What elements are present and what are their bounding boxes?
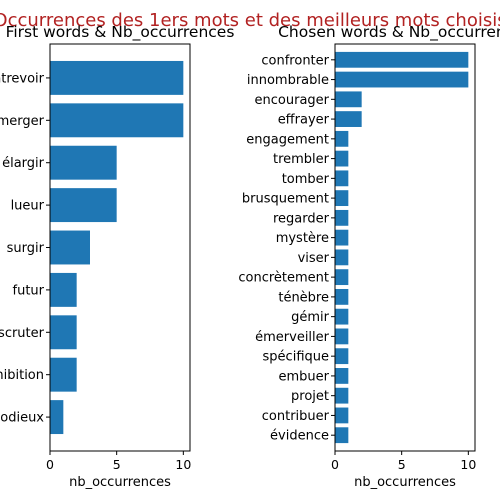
bar-5 <box>50 272 77 307</box>
bar-15 <box>335 348 349 365</box>
y-tick-label: spécifique <box>263 350 329 365</box>
y-tick-label: regarder <box>273 211 330 226</box>
bar-8 <box>50 400 64 435</box>
bar-2 <box>335 91 362 108</box>
y-tick-label: mystère <box>276 231 329 246</box>
y-tick-label: entrevoir <box>0 71 45 86</box>
bar-3 <box>50 188 117 223</box>
bar-10 <box>335 249 349 266</box>
y-tick-label: effrayer <box>278 113 330 128</box>
y-tick-label: projet <box>291 389 329 404</box>
bar-1 <box>50 103 184 138</box>
bar-2 <box>50 145 117 180</box>
y-tick-label: innombrable <box>247 73 329 88</box>
bar-5 <box>335 150 349 167</box>
bar-16 <box>335 368 349 384</box>
bar-0 <box>335 51 469 68</box>
y-tick-label: ténèbre <box>278 290 329 305</box>
bar-6 <box>335 170 349 187</box>
y-tick-label: lueur <box>11 199 45 214</box>
y-tick-label: émerveiller <box>255 330 330 345</box>
chart-title: First words & Nb_occurrences <box>6 23 235 42</box>
bar-4 <box>335 130 349 147</box>
bar-13 <box>335 308 349 325</box>
bar-7 <box>50 357 77 392</box>
x-tick-label: 5 <box>113 457 121 472</box>
x-axis-label: nb_occurrences <box>354 475 456 490</box>
y-tick-label: gémir <box>291 310 330 325</box>
y-tick-label: élargir <box>2 156 45 171</box>
y-tick-label: engagement <box>246 132 329 147</box>
y-tick-label: odieux <box>0 411 44 426</box>
y-tick-label: inhibition <box>0 368 44 383</box>
chart-first-words: First words & Nb_occurrences entrevoir éme… <box>0 23 234 490</box>
x-tick-label: 10 <box>460 457 476 472</box>
y-tick-label: surgir <box>7 241 45 256</box>
bar-14 <box>335 328 349 345</box>
bar-9 <box>335 229 349 246</box>
y-tick-label: confronter <box>261 53 329 68</box>
y-tick-label: brusquement <box>242 192 329 207</box>
bar-0 <box>50 60 184 95</box>
y-tick-label: scruter <box>0 326 45 341</box>
bar-4 <box>50 230 90 265</box>
bar-11 <box>335 269 349 286</box>
chart-chosen-words: Chosen words & Nb_occurrences confronter i… <box>238 23 500 490</box>
chart-title: Chosen words & Nb_occurrences <box>278 23 500 42</box>
bar-8 <box>335 209 349 226</box>
y-tick-label: encourager <box>255 93 330 108</box>
x-tick-label: 0 <box>331 457 339 472</box>
bar-18 <box>335 407 349 424</box>
bar-12 <box>335 288 349 305</box>
y-tick-label: émerger <box>0 114 45 129</box>
bar-17 <box>335 387 349 404</box>
axes-frame <box>334 43 476 452</box>
figure-suptitle: Occurrences des 1ers mots et des meilleu… <box>0 10 500 31</box>
x-tick-label: 0 <box>46 457 54 472</box>
x-tick-label: 5 <box>398 457 406 472</box>
bar-3 <box>335 111 362 127</box>
x-tick-label: 10 <box>175 457 191 472</box>
y-tick-label: évidence <box>270 429 329 444</box>
axes-frame <box>49 43 191 452</box>
y-tick-label: trembler <box>273 152 330 167</box>
bar-1 <box>335 71 469 88</box>
y-tick-label: tomber <box>282 172 330 187</box>
y-tick-label: futur <box>13 283 45 298</box>
bar-6 <box>50 315 77 350</box>
bar-7 <box>335 190 349 207</box>
bar-19 <box>335 427 349 444</box>
y-tick-label: concrètement <box>238 271 329 286</box>
y-tick-label: contribuer <box>262 409 330 424</box>
y-tick-label: viser <box>298 251 330 266</box>
x-axis-label: nb_occurrences <box>69 475 171 490</box>
y-tick-label: embuer <box>279 369 330 384</box>
